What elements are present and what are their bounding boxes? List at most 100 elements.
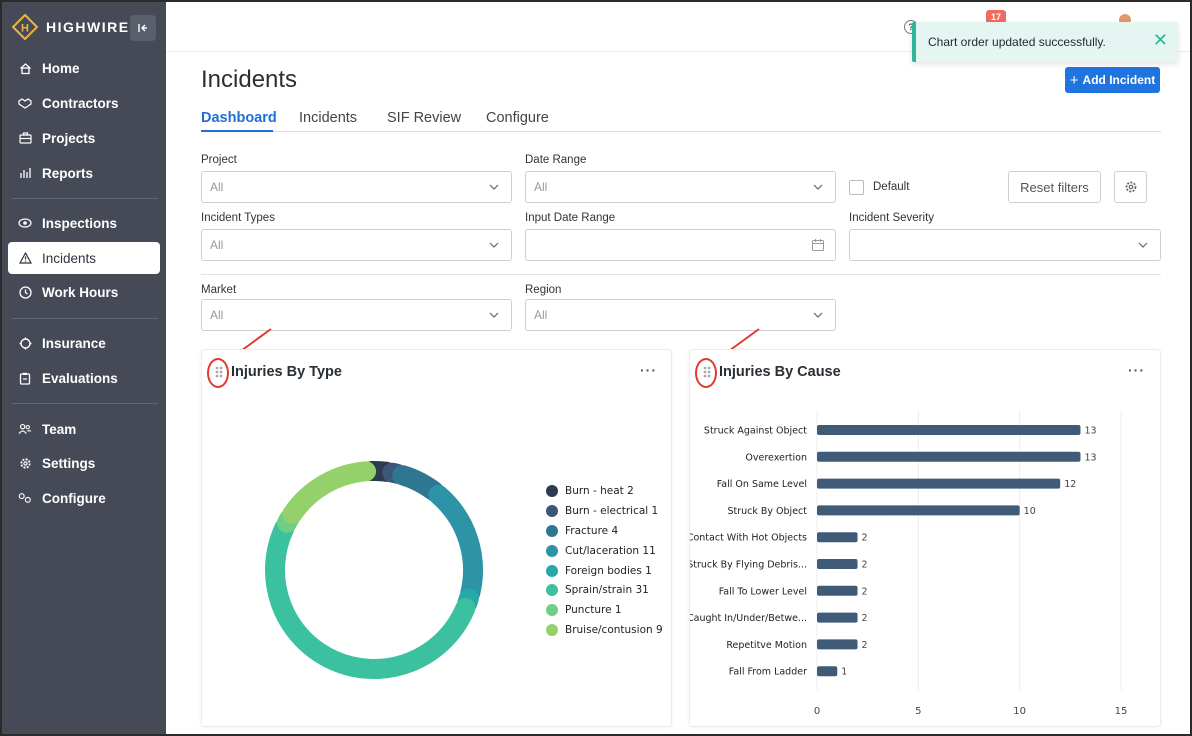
sidebar-item-inspections[interactable]: Inspections bbox=[8, 207, 160, 239]
donut-slice[interactable] bbox=[265, 517, 476, 679]
sidebar-item-projects[interactable]: Projects bbox=[8, 122, 160, 154]
date-range-select[interactable]: All bbox=[525, 171, 836, 203]
donut-slice[interactable] bbox=[282, 461, 377, 524]
sidebar-item-evaluations[interactable]: Evaluations bbox=[8, 362, 160, 394]
y-tick-label: Overexertion bbox=[745, 452, 807, 463]
y-tick-label: Repetitve Motion bbox=[726, 640, 807, 651]
tab-configure[interactable]: Configure bbox=[486, 110, 549, 126]
insurance-icon bbox=[18, 336, 32, 350]
legend-item[interactable]: Burn - heat 2 bbox=[546, 484, 634, 498]
input-date-range-label: Input Date Range bbox=[525, 212, 616, 224]
y-tick-label: Struck By Flying Debris... bbox=[690, 560, 807, 571]
incident-types-select[interactable]: All bbox=[201, 229, 512, 261]
x-tick-label: 0 bbox=[814, 706, 820, 717]
gear-icon bbox=[1125, 181, 1136, 193]
filter-divider bbox=[201, 274, 1161, 275]
bar-value-label: 1 bbox=[841, 667, 847, 678]
region-value: All bbox=[534, 308, 548, 322]
bar-value-label: 13 bbox=[1084, 452, 1096, 463]
card-title: Injuries By Cause bbox=[719, 364, 841, 380]
bar[interactable] bbox=[817, 639, 858, 650]
sidebar-item-incidents[interactable]: Incidents bbox=[8, 242, 160, 274]
more-options-button[interactable]: ··· bbox=[640, 362, 657, 378]
legend-swatch bbox=[546, 565, 558, 577]
calendar-icon bbox=[812, 239, 824, 251]
team-icon bbox=[18, 422, 32, 436]
sidebar-item-label: Team bbox=[42, 421, 77, 437]
bar[interactable] bbox=[817, 666, 838, 677]
tab-dashboard[interactable]: Dashboard bbox=[201, 110, 277, 126]
more-options-button[interactable]: ··· bbox=[1128, 362, 1145, 378]
incident-severity-select[interactable] bbox=[849, 229, 1161, 261]
sidebar-item-settings[interactable]: Settings bbox=[8, 447, 160, 479]
default-checkbox[interactable] bbox=[849, 180, 864, 195]
region-select[interactable]: All bbox=[525, 299, 836, 331]
sidebar-item-configure[interactable]: Configure bbox=[8, 482, 160, 514]
bar-chart-icon bbox=[18, 166, 32, 180]
bar[interactable] bbox=[817, 585, 858, 596]
page-title: Incidents bbox=[201, 66, 298, 93]
legend-item[interactable]: Sprain/strain 31 bbox=[546, 583, 649, 597]
briefcase-icon bbox=[18, 131, 32, 145]
close-icon[interactable]: ✕ bbox=[1152, 30, 1168, 50]
bar[interactable] bbox=[817, 612, 858, 623]
sidebar-item-contractors[interactable]: Contractors bbox=[8, 87, 160, 119]
tab-bar: Dashboard Incidents SIF Review Configure bbox=[201, 110, 1161, 132]
toast-notification: Chart order updated successfully. ✕ bbox=[912, 22, 1178, 62]
legend-item[interactable]: Puncture 1 bbox=[546, 603, 622, 617]
add-incident-button[interactable]: + Add Incident bbox=[1065, 67, 1160, 93]
sidebar-item-label: Home bbox=[42, 60, 80, 76]
sidebar-item-label: Configure bbox=[42, 490, 106, 506]
bar[interactable] bbox=[817, 532, 858, 543]
y-tick-label: Struck By Object bbox=[727, 506, 807, 517]
sidebar-item-label: Evaluations bbox=[42, 370, 118, 386]
input-date-range-field[interactable] bbox=[525, 229, 836, 261]
legend-swatch bbox=[546, 584, 558, 596]
bar-value-label: 2 bbox=[862, 613, 868, 624]
home-icon bbox=[18, 61, 32, 75]
sidebar-item-reports[interactable]: Reports bbox=[8, 157, 160, 189]
date-range-label: Date Range bbox=[525, 154, 587, 166]
market-select[interactable]: All bbox=[201, 299, 512, 331]
incident-types-value: All bbox=[210, 238, 224, 252]
y-tick-label: Caught In/Under/Betwe... bbox=[690, 613, 807, 624]
legend-swatch bbox=[546, 624, 558, 636]
eye-icon bbox=[18, 216, 32, 230]
collapse-sidebar-button[interactable] bbox=[130, 15, 156, 41]
legend-item[interactable]: Burn - electrical 1 bbox=[546, 504, 658, 518]
x-tick-label: 15 bbox=[1115, 706, 1128, 717]
brand[interactable]: H HIGHWIRE bbox=[12, 14, 130, 40]
sidebar-item-home[interactable]: Home bbox=[8, 52, 160, 84]
sidebar-item-insurance[interactable]: Insurance bbox=[8, 327, 160, 359]
bar[interactable] bbox=[817, 451, 1081, 462]
legend-item[interactable]: Bruise/contusion 9 bbox=[546, 623, 663, 637]
sidebar-item-team[interactable]: Team bbox=[8, 413, 160, 445]
notification-badge[interactable]: 17 bbox=[986, 10, 1007, 24]
project-select[interactable]: All bbox=[201, 171, 512, 203]
donut-slice[interactable] bbox=[428, 484, 483, 603]
bar[interactable] bbox=[817, 559, 858, 569]
chevron-down-icon bbox=[813, 312, 823, 318]
tab-incidents[interactable]: Incidents bbox=[299, 110, 358, 126]
legend-label: Foreign bodies 1 bbox=[565, 565, 652, 577]
bar[interactable] bbox=[817, 425, 1081, 435]
donut-slice[interactable] bbox=[392, 465, 445, 502]
card-title: Injuries By Type bbox=[231, 364, 342, 380]
y-tick-label: Contact With Hot Objects bbox=[690, 533, 807, 544]
bar[interactable] bbox=[817, 505, 1020, 516]
filter-settings-button[interactable] bbox=[1114, 171, 1147, 203]
tab-sif-review[interactable]: SIF Review bbox=[387, 110, 462, 126]
bar-value-label: 10 bbox=[1024, 506, 1036, 517]
annotation-highlight-circle bbox=[207, 358, 229, 388]
legend-item[interactable]: Foreign bodies 1 bbox=[546, 564, 652, 578]
bar[interactable] bbox=[817, 478, 1061, 489]
legend-item[interactable]: Fracture 4 bbox=[546, 524, 618, 538]
legend-item[interactable]: Cut/laceration 11 bbox=[546, 544, 656, 558]
clipboard-icon bbox=[18, 371, 32, 385]
plus-icon: + bbox=[1069, 71, 1079, 89]
injuries-by-type-donut bbox=[265, 461, 483, 679]
reset-filters-button[interactable]: Reset filters bbox=[1008, 171, 1101, 203]
sidebar-item-work-hours[interactable]: Work Hours bbox=[8, 276, 160, 308]
nav-divider bbox=[12, 403, 158, 404]
